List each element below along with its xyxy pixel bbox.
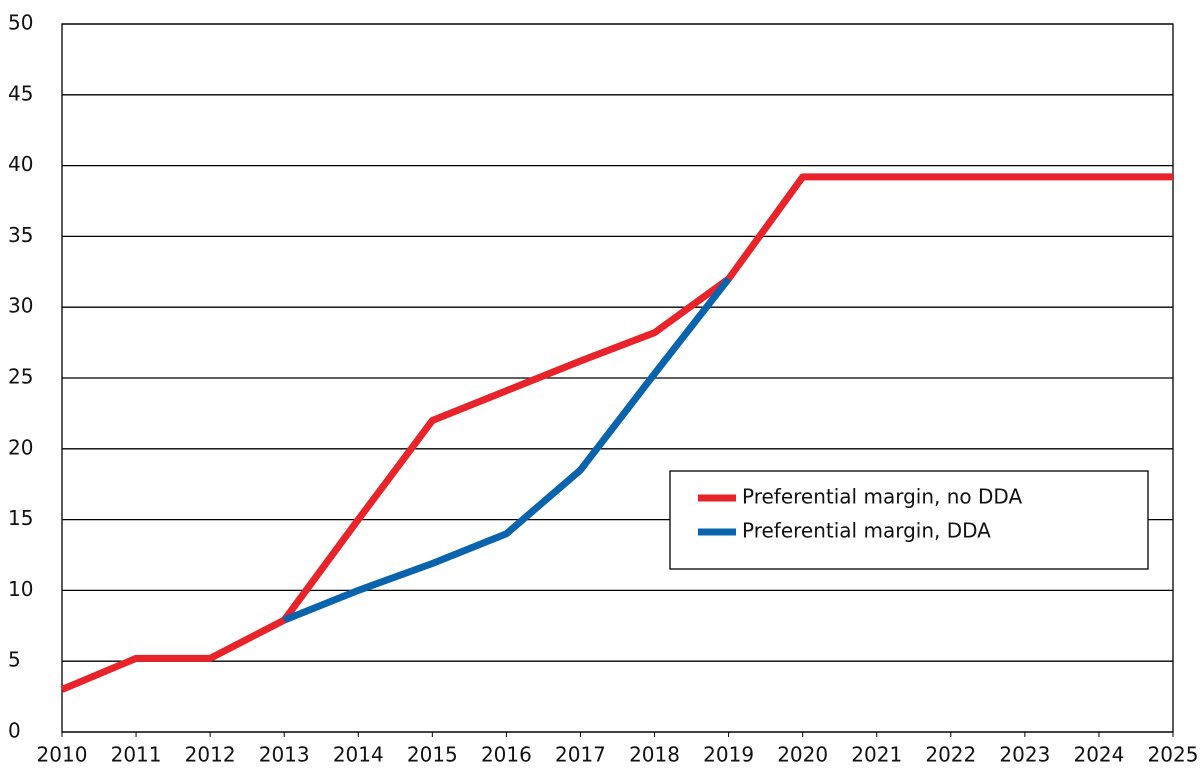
series-line	[60, 173, 1173, 693]
y-tick-label: 10	[8, 577, 33, 601]
y-tick-label: 35	[8, 223, 33, 247]
y-tick-label: 5	[8, 648, 21, 672]
x-tick-label: 2012	[185, 743, 236, 767]
x-tick-label: 2023	[999, 743, 1050, 767]
x-tick-label: 2011	[111, 743, 162, 767]
y-tick-label: 50	[8, 11, 33, 35]
x-tick-label: 2021	[851, 743, 902, 767]
legend: Preferential margin, no DDA Preferential …	[669, 470, 1149, 570]
x-tick-label: 2025	[1148, 743, 1199, 767]
y-tick-label: 0	[8, 719, 21, 743]
x-tick-label: 2020	[777, 743, 828, 767]
x-tick-label: 2019	[703, 743, 754, 767]
x-tick-label: 2016	[481, 743, 532, 767]
plot-frame	[61, 23, 1174, 733]
series-line	[282, 276, 732, 624]
x-tick-label: 2014	[333, 743, 384, 767]
y-tick-label: 30	[8, 294, 33, 318]
y-tick-label: 40	[8, 152, 33, 176]
x-tick-label: 2018	[629, 743, 680, 767]
x-tick-label: 2010	[37, 743, 88, 767]
y-tick-label: 20	[8, 435, 33, 459]
y-tick-label: 25	[8, 365, 33, 389]
legend-box	[669, 470, 1149, 570]
x-tick-label: 2013	[259, 743, 310, 767]
x-tick-label: 2022	[925, 743, 976, 767]
x-tick-label: 2015	[407, 743, 458, 767]
y-tick-label: 45	[8, 81, 33, 105]
legend-label: Preferential margin, no DDA	[742, 485, 1022, 509]
legend-label: Preferential margin, DDA	[742, 519, 991, 543]
x-tick-label: 2017	[555, 743, 606, 767]
y-tick-label: 15	[8, 506, 33, 530]
x-tick-label: 2024	[1073, 743, 1124, 767]
